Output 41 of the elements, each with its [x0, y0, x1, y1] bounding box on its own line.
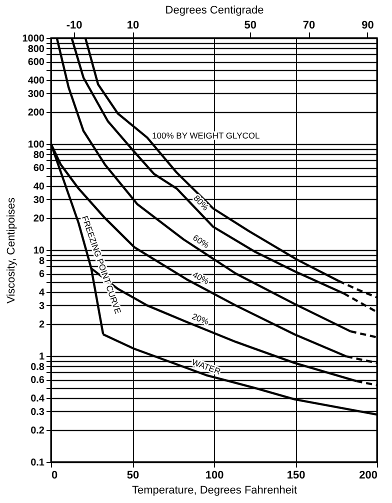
y-tick-label: 300	[28, 88, 45, 100]
x-tick-label: 100	[205, 470, 224, 482]
y-tick-label: 600	[28, 57, 45, 68]
x2-tick-label: 70	[302, 20, 316, 32]
y-tick-label: 6	[38, 269, 45, 280]
y-tick-label: 0.8	[30, 362, 45, 373]
x-tick-label: 200	[359, 470, 378, 482]
y-tick-label: 0.2	[30, 426, 45, 437]
text: 40%	[190, 269, 212, 286]
y-tick-label: 2	[38, 320, 45, 331]
x2-tick-label: 90	[362, 20, 374, 32]
y-tick-label: 30	[33, 194, 45, 206]
y-tick-label: 0.4	[30, 394, 45, 405]
text: 20%	[190, 311, 211, 327]
x2-axis-title: Degrees Centigrade	[165, 4, 264, 16]
y-tick-label: 0.1	[30, 458, 45, 468]
x2-tick-label: 10	[126, 20, 140, 32]
y-tick-label: 1	[38, 352, 45, 362]
y-axis-title: Viscosity, Centipoises	[5, 197, 18, 304]
y-tick-label: 4	[38, 288, 45, 299]
y-tick-label: 0.3	[30, 406, 45, 418]
y-tick-label: 80	[33, 150, 45, 161]
text: 60%	[191, 232, 212, 250]
y-tick-label: 1000	[22, 34, 45, 44]
y-tick-label: 20	[33, 214, 45, 225]
y-tick-label: 60	[33, 163, 45, 174]
x-tick-label: 0	[52, 470, 58, 482]
y-tick-label: 800	[28, 44, 45, 55]
y-tick-label: 400	[28, 76, 45, 87]
x-tick-label: 150	[286, 470, 306, 482]
x2-tick-label: 50	[244, 20, 256, 32]
x-tick-label: 50	[126, 470, 140, 482]
y-tick-label: 0.6	[30, 375, 45, 386]
y-tick-label: 100	[28, 140, 45, 150]
y-tick-label: 40	[33, 182, 45, 193]
y-tick-label: 10	[33, 246, 45, 256]
y-tick-label: 200	[28, 108, 45, 119]
y-tick-label: 8	[38, 256, 45, 267]
x2-tick-label: -10	[66, 20, 82, 32]
y-tick-label: 3	[38, 300, 45, 312]
x-axis-title: Temperature, Degrees Fahrenheit	[132, 484, 298, 496]
